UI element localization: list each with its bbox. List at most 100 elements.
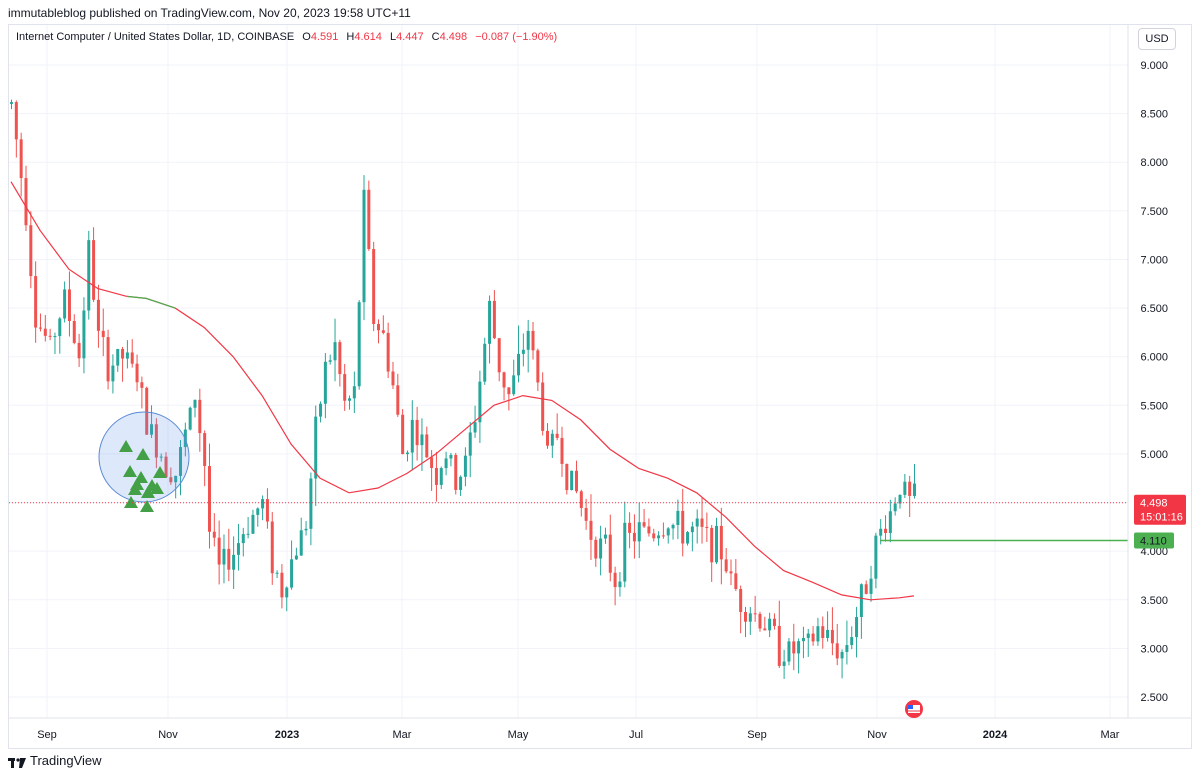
candle-body	[850, 637, 854, 646]
candle-body	[647, 526, 651, 534]
price-chart[interactable]: 9.000 8.500 8.000 7.500 7.000 6.500 6.000 5.500…	[0, 0, 1200, 749]
candle-body	[256, 508, 260, 515]
candle-body	[888, 511, 892, 534]
candle-body	[753, 613, 757, 615]
y-tick-label: 7.500	[1140, 206, 1168, 218]
candle-body	[87, 240, 91, 311]
x-tick-label: 2023	[275, 729, 299, 741]
candle-body	[555, 433, 559, 438]
price-tags: 4.498 15:01:16 4.110	[1134, 494, 1186, 549]
candle-body	[492, 300, 496, 339]
candle-body	[748, 613, 752, 622]
signal-triangle	[124, 496, 138, 508]
candle-body	[579, 491, 583, 509]
candle-body	[478, 381, 482, 423]
candle-body	[729, 571, 733, 574]
x-tick-label: Mar	[1101, 729, 1120, 741]
candle-body	[319, 403, 323, 417]
candle-body	[463, 455, 467, 477]
candle-body	[280, 572, 284, 598]
candle-body	[488, 300, 492, 344]
candle-body	[323, 361, 327, 404]
candle-body	[430, 457, 434, 468]
high-value: 4.614	[354, 31, 382, 43]
y-tick-label: 9.000	[1140, 60, 1168, 72]
candle-body	[362, 189, 366, 303]
signal-triangle	[140, 500, 154, 512]
candle-body	[53, 336, 57, 338]
close-label: C	[431, 31, 440, 43]
candle-body	[541, 382, 545, 431]
candle-body	[526, 330, 530, 350]
level-price-label: 4.110	[1140, 535, 1167, 547]
candle-body	[314, 416, 318, 479]
signal-triangle	[136, 448, 150, 460]
candle-body	[48, 335, 52, 337]
candle-body	[574, 470, 578, 492]
candle-body	[560, 437, 564, 464]
candle-body	[135, 363, 139, 383]
candle-body	[637, 522, 641, 542]
events-flag-icon	[905, 700, 923, 718]
y-tick-label: 5.000	[1140, 449, 1168, 461]
candle-body	[666, 528, 670, 536]
candle-body	[193, 399, 197, 408]
candle-body	[449, 454, 453, 459]
currency-button[interactable]: USD	[1138, 28, 1176, 50]
candle-body	[376, 324, 380, 331]
candle-body	[34, 276, 38, 328]
x-tick-label: 2024	[983, 729, 1008, 741]
candle-body	[787, 641, 791, 662]
candle-body	[893, 503, 897, 512]
flag-inner	[908, 705, 920, 713]
candle-body	[309, 478, 313, 529]
footer-brand: TradingView	[8, 753, 102, 768]
last-price-label: 4.498	[1140, 498, 1168, 510]
candle-body	[468, 432, 472, 456]
candle-body	[700, 518, 704, 527]
candle-body	[826, 629, 830, 639]
candle-body	[898, 494, 902, 504]
candle-body	[792, 641, 796, 654]
candle-body	[439, 468, 443, 485]
signal-triangle	[119, 440, 133, 452]
candle-body	[198, 399, 202, 434]
candle-body	[599, 538, 603, 559]
x-tick-label: Mar	[393, 729, 412, 741]
candle-body	[145, 387, 149, 435]
price-axis: 9.000 8.500 8.000 7.500 7.000 6.500 6.000 5.500…	[8, 24, 1192, 719]
open-label: O	[302, 31, 311, 43]
candle-body	[777, 625, 781, 666]
y-tick-label: 6.000	[1140, 352, 1168, 364]
candle-body	[661, 535, 665, 537]
level-price-tag	[1134, 532, 1174, 549]
candle-body	[855, 617, 859, 638]
candle-body	[603, 534, 607, 539]
candle-body	[570, 470, 574, 491]
candle-body	[150, 424, 154, 435]
low-label: L	[389, 31, 397, 43]
candle-body	[743, 611, 747, 622]
candle-body	[24, 178, 28, 226]
candle-body	[613, 572, 617, 588]
candle-body	[758, 613, 762, 629]
candle-body	[864, 584, 868, 594]
candle-body	[734, 573, 738, 590]
candle-body	[169, 477, 173, 483]
candle-body	[908, 481, 912, 496]
candle-body	[425, 434, 429, 458]
candle-body	[29, 225, 33, 277]
candle-body	[38, 327, 42, 329]
candle-body	[763, 628, 767, 631]
candle-body	[212, 531, 216, 538]
candle-body	[246, 533, 250, 535]
candle-body	[903, 481, 907, 495]
x-tick-label: May	[508, 729, 529, 741]
candle-body	[188, 407, 192, 430]
candle-body	[203, 433, 207, 467]
chart-frame	[8, 24, 1192, 749]
change-value: −0.087 (−1.90%)	[475, 31, 558, 43]
candle-body	[821, 626, 825, 639]
candle-body	[681, 510, 685, 544]
price-lines	[9, 502, 1128, 542]
